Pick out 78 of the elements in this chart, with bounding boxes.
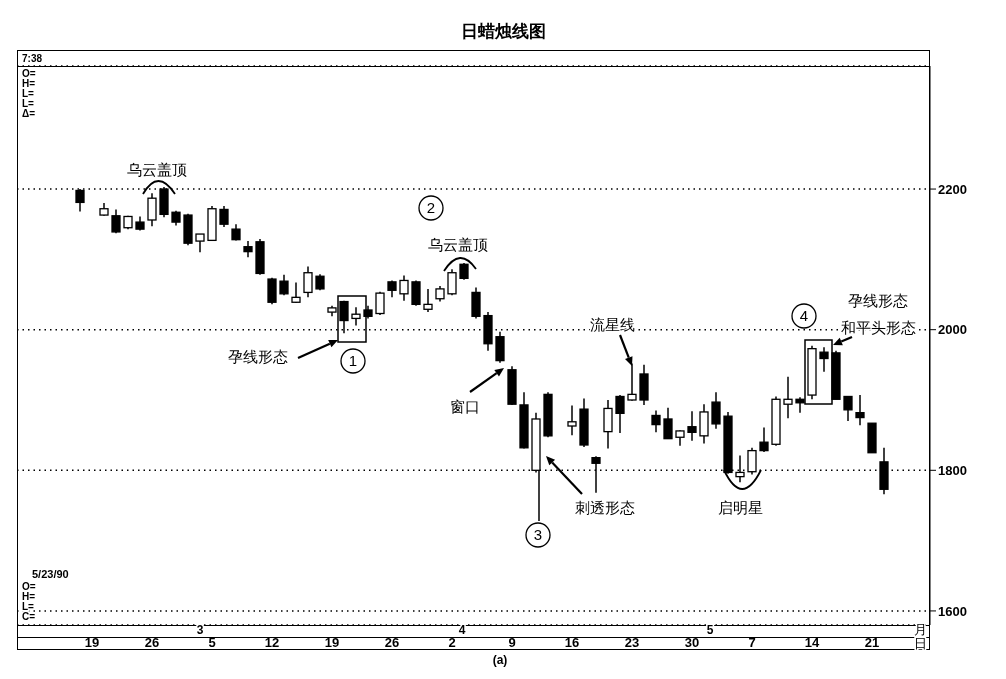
candlestick	[495, 331, 505, 364]
x-tick-label: 23	[624, 635, 640, 650]
text: 5/23/90	[32, 568, 69, 580]
candlestick	[447, 268, 457, 296]
text: O=	[22, 68, 36, 79]
text: L=	[22, 98, 35, 109]
x-tick-label: 26	[384, 635, 400, 650]
annotation: 乌云盖顶	[428, 236, 488, 253]
text: L=	[22, 88, 35, 99]
y-tick-label: 2000	[938, 322, 967, 338]
text: O=	[22, 581, 36, 592]
text: 7:38	[22, 53, 43, 64]
x-tick-label: 21	[864, 635, 880, 650]
x-tick-label: 19	[84, 635, 100, 650]
candlestick	[711, 391, 721, 430]
annotation: 孕线形态	[848, 292, 908, 309]
annotation: 2	[426, 199, 436, 216]
candlestick	[747, 447, 757, 476]
annotation: 3	[196, 623, 204, 637]
candlestick	[591, 455, 601, 494]
candlestick	[783, 376, 793, 420]
annotation: 1	[348, 352, 358, 369]
candlestick	[147, 192, 157, 228]
annotation: 刺透形态	[575, 499, 635, 516]
x-tick-label: 30	[684, 635, 700, 650]
x-tick-label: 9	[508, 635, 516, 650]
text: C=	[22, 611, 36, 622]
x-tick-label: 5	[208, 635, 216, 650]
chart-title: 日蜡烛线图	[459, 21, 547, 43]
x-tick-label: 7	[748, 635, 756, 650]
candlestick	[267, 276, 277, 306]
annotation: 流星线	[589, 316, 635, 333]
candlestick	[843, 395, 853, 422]
annotation: 4	[458, 623, 466, 637]
candlestick	[291, 281, 301, 304]
candlestick	[423, 288, 433, 313]
candlestick	[819, 346, 829, 373]
candlestick	[855, 394, 865, 427]
x-tick-label: 26	[144, 635, 160, 650]
candlestick	[411, 279, 421, 307]
annotation: 乌云盖顶	[127, 161, 187, 178]
candlestick	[699, 403, 709, 445]
annotation: 4	[799, 307, 809, 324]
x-tick-label: 14	[804, 635, 820, 650]
annotation: 和平头形态	[840, 319, 916, 336]
candlestick	[399, 274, 409, 302]
candlestick	[219, 205, 229, 228]
x-tick-label: 19	[324, 635, 340, 650]
candlestick	[567, 404, 577, 436]
candlestick	[651, 409, 661, 434]
text: 日	[913, 636, 927, 651]
annotation: 启明星	[717, 499, 763, 516]
annotation: 窗口	[450, 398, 480, 415]
candlestick	[687, 410, 697, 442]
candlestick	[195, 233, 205, 254]
y-tick-label: 1600	[938, 603, 967, 619]
text: 月	[913, 622, 927, 637]
y-tick-label: 2200	[938, 181, 967, 197]
text: H=	[22, 591, 36, 602]
candlestick	[603, 399, 613, 450]
candlestick	[615, 394, 625, 434]
candlestick	[759, 426, 769, 453]
annotation: 3	[533, 526, 543, 543]
text: (a)	[492, 653, 508, 667]
y-tick-label: 1800	[938, 462, 967, 478]
x-tick-label: 12	[264, 635, 280, 650]
text: H=	[22, 78, 36, 89]
candlestick	[663, 406, 673, 440]
text: Δ=	[22, 108, 36, 119]
annotation: 孕线形态	[228, 348, 288, 365]
candlestick	[471, 286, 481, 320]
candlestick	[351, 306, 361, 327]
candlestick	[279, 274, 289, 296]
x-tick-label: 16	[564, 635, 580, 650]
text: L=	[22, 601, 35, 612]
x-tick-label: 2	[448, 635, 456, 650]
candlestick	[627, 362, 637, 402]
candlestick	[303, 265, 313, 299]
